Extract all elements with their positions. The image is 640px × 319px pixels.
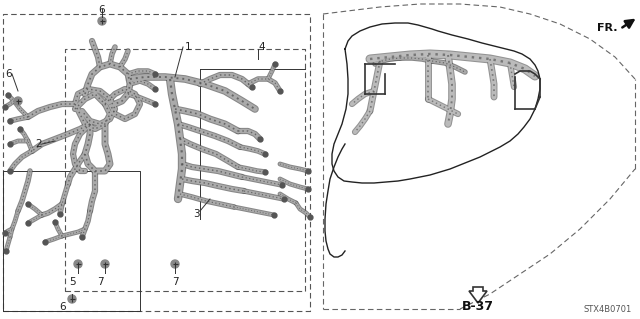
Text: B-37: B-37: [462, 300, 494, 314]
Text: 1: 1: [185, 42, 191, 52]
Circle shape: [171, 260, 179, 268]
Circle shape: [68, 295, 76, 303]
Text: 4: 4: [258, 42, 264, 52]
Text: 6: 6: [99, 5, 106, 15]
Text: 6: 6: [5, 69, 12, 79]
Text: 3: 3: [193, 209, 200, 219]
FancyArrow shape: [469, 287, 487, 303]
Text: 7: 7: [97, 277, 103, 287]
Text: 5: 5: [68, 277, 76, 287]
Text: 2: 2: [35, 139, 42, 149]
Text: 7: 7: [172, 277, 179, 287]
Text: STX4B0701: STX4B0701: [584, 305, 632, 314]
Text: 6: 6: [60, 302, 67, 312]
Circle shape: [74, 260, 82, 268]
Circle shape: [98, 17, 106, 25]
Circle shape: [14, 97, 22, 105]
Text: FR.: FR.: [598, 23, 618, 33]
Circle shape: [101, 260, 109, 268]
